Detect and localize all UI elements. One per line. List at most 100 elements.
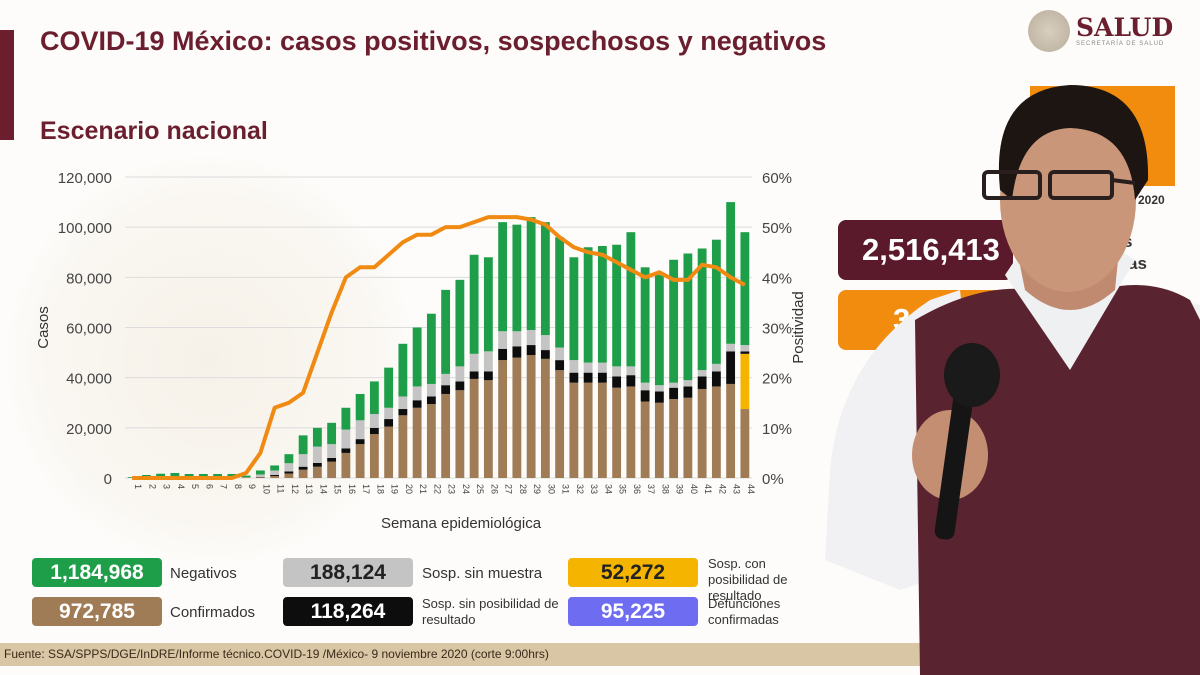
bar-segment-negativos [298, 435, 308, 455]
bar-segment-sosp-sin-posibilidad-de-resultado [441, 385, 451, 394]
bar-segment-confirmados [426, 404, 436, 478]
bar-segment-confirmados [612, 387, 622, 478]
bar-segment-confirmados [341, 452, 351, 478]
salud-logo: SALUD SECRETARÍA DE SALUD [1028, 10, 1173, 52]
x-tick-label: 31 [561, 484, 571, 494]
bar-segment-confirmados [726, 383, 736, 478]
x-tick-label: 30 [546, 484, 556, 494]
legend-label-negativos: Negativos [170, 565, 237, 582]
bar-segment-negativos [227, 473, 237, 478]
x-tick-label: 35 [618, 484, 628, 494]
bar-segment-confirmados [569, 382, 579, 478]
bar-segment-negativos [384, 367, 394, 408]
cases-chart: 0 20,000 40,000 60,000 80,000 100,000 120,000 0… [35, 170, 807, 532]
glasses-arm [1111, 178, 1136, 185]
bar-segment-negativos [270, 465, 280, 471]
bar-segment-confirmados [640, 401, 650, 478]
bar-segment-confirmados [555, 370, 565, 478]
bar-segment-confirmados [654, 402, 664, 478]
bar-segment-confirmados [526, 355, 536, 478]
bar-segment-negativos [512, 224, 522, 332]
bar-segment-sosp-sin-posibilidad-de-resultado [469, 371, 479, 379]
bar-segment-confirmados [740, 409, 750, 478]
x-tick-label: 34 [603, 484, 613, 494]
x-tick-label: 20 [404, 484, 414, 494]
bar-segment-sosp-sin-muestra [255, 474, 265, 477]
positivity-line [132, 215, 746, 480]
x-tick-label: 2 [147, 484, 157, 489]
neck [1015, 240, 1120, 310]
bar-segment-confirmados [384, 426, 394, 478]
x-tick-label: 11 [276, 484, 286, 493]
bar-segment-negativos [526, 217, 536, 331]
x-tick-label: 17 [361, 484, 371, 494]
y2-tick-label: 0% [762, 471, 784, 488]
x-tick-label: 39 [675, 484, 685, 494]
bar-segment-sosp-sin-posibilidad-de-resultado [270, 474, 280, 476]
bar-segment-sosp-sin-muestra [341, 429, 351, 449]
x-tick-label: 19 [390, 484, 400, 494]
bar-segment-negativos [683, 253, 693, 381]
source-footer: Fuente: SSA/SPPS/DGE/InDRE/Informe técni… [0, 643, 1200, 666]
x-tick-label: 4 [176, 484, 186, 489]
bar-segment-sosp-sin-muestra [441, 373, 451, 386]
bar-segment-negativos [184, 473, 194, 478]
y2-axis-label: Positividad [790, 291, 807, 364]
bar-segment-sosp-sin-muestra [298, 454, 308, 467]
y-tick-label: 120,000 [58, 170, 112, 187]
x-tick-label: 40 [689, 484, 699, 494]
x-tick-label: 15 [333, 484, 343, 494]
bar-segment-negativos [669, 259, 679, 383]
bar-segment-confirmados [398, 415, 408, 478]
bar-segment-sosp-sin-posibilidad-de-resultado [455, 381, 465, 391]
bar-segment-sosp-sin-muestra [455, 366, 465, 382]
y-tick-label: 0 [104, 471, 112, 488]
x-tick-label: 5 [190, 484, 200, 489]
bar-segment-sosp-sin-posibilidad-de-resultado [612, 376, 622, 388]
bar-segment-confirmados [583, 382, 593, 478]
seal-icon [1028, 10, 1070, 52]
bar-segment-negativos [156, 473, 166, 478]
bar-segment-negativos [640, 267, 650, 383]
bar-segment-sosp-sin-posibilidad-de-resultado [583, 372, 593, 383]
bar-segment-sosp-sin-posibilidad-de-resultado [498, 348, 508, 361]
bar-segment-sosp-sin-muestra [669, 382, 679, 388]
x-tick-label: 44 [746, 484, 756, 494]
bar-segment-confirmados [626, 386, 636, 478]
bar-segment-negativos [369, 381, 379, 415]
bar-segment-sosp-sin-muestra [626, 366, 636, 376]
bar-segment-sosp-sin-muestra [498, 331, 508, 349]
y-tick-label: 60,000 [66, 321, 112, 338]
bar-segment-sosp-sin-muestra [697, 370, 707, 377]
x-tick-label: 9 [247, 484, 257, 489]
bar-segment-confirmados [327, 461, 337, 478]
logo-text: SALUD [1076, 13, 1174, 42]
bar-segment-sosp-sin-muestra [369, 414, 379, 428]
x-tick-label: 24 [461, 484, 471, 494]
bar-segment-confirmados [540, 358, 550, 478]
bar-segment-negativos [469, 254, 479, 354]
legend-value-con-posibilidad: 52,272 [568, 558, 698, 587]
bar-segment-sosp-sin-posibilidad-de-resultado [426, 396, 436, 405]
bar-segment-sosp-sin-posibilidad-de-resultado [669, 387, 679, 399]
bar-segment-negativos [426, 313, 436, 384]
bar-segment-negativos [355, 393, 365, 421]
x-tick-label: 25 [475, 484, 485, 494]
bar-segment-sosp-sin-muestra [555, 347, 565, 361]
bar-segment-sosp-sin-muestra [740, 345, 750, 352]
x-tick-label: 8 [233, 484, 243, 489]
x-tick-label: 1 [133, 484, 143, 489]
bar-segment-sosp-sin-posibilidad-de-resultado [312, 462, 322, 467]
bar-segment-negativos [284, 454, 294, 464]
legend-value-sin-muestra: 188,124 [283, 558, 413, 587]
bar-segment-negativos [398, 343, 408, 397]
bar-segment-sosp-sin-posibilidad-de-resultado [626, 375, 636, 387]
y2-tick-label: 30% [762, 321, 792, 338]
bar-segment-sosp-sin-posibilidad-de-resultado [398, 409, 408, 416]
bar-segment-negativos [540, 222, 550, 336]
bar-segment-sosp-sin-muestra [284, 463, 294, 472]
bar-segment-sosp-sin-muestra [398, 396, 408, 410]
x-axis-label: Semana epidemiológica [381, 515, 542, 532]
x-tick-label: 16 [347, 484, 357, 494]
bar-segment-confirmados [255, 477, 265, 478]
